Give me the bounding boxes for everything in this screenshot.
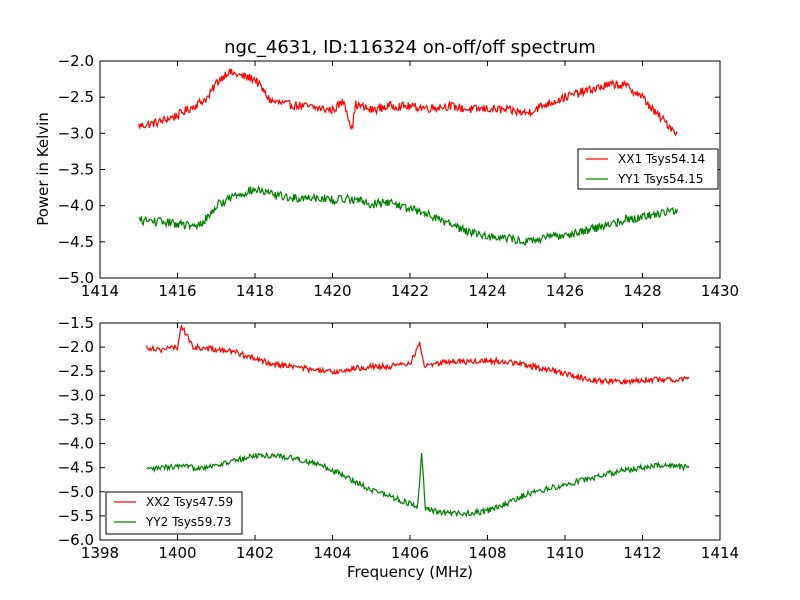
y-tick-label: −6.0 [58,531,94,549]
y-tick-label: −4.5 [58,459,94,477]
top-panel: 1414 1416 1418 1420 1422 1424 1426 1428 1430 −5.0… [58,52,740,300]
chart-title: ngc_4631, ID:116324 on-off/off spectrum [224,37,596,58]
y-tick-label: −4.0 [58,197,94,215]
legend-box [577,148,719,190]
series-line-2-1 [145,325,690,386]
x-tick-label: 1404 [313,544,351,562]
x-tick-label: 1402 [236,544,274,562]
legend-2: XX2 Tsys47.59 YY2 Tsys59.73 [105,491,243,535]
x-tick-label: 1408 [468,544,506,562]
y-tick-label: −5.5 [58,507,94,525]
y-tick-label: −3.5 [58,161,94,179]
x-tick-label: 1416 [158,282,196,300]
x-tick-label: 1426 [546,282,584,300]
x-tick-label: 1410 [546,544,584,562]
series-line-1-1 [138,68,678,137]
y-axis-label: Power in Kelvin [34,112,52,226]
y-tick-label: −4.5 [58,233,94,251]
x-tick-label: 1414 [701,544,739,562]
x-tick-label: 1418 [236,282,274,300]
x-tick-label: 1430 [701,282,739,300]
series-line-2-2 [146,451,690,518]
y-tick-label: −1.5 [58,314,94,332]
x-tick-label: 1420 [313,282,351,300]
series-line-1-2 [138,184,678,246]
y-tick-label: −2.0 [58,52,94,70]
x-axis-label: Frequency (MHz) [347,563,473,581]
legend-entry: YY2 Tsys59.73 [145,515,231,529]
y-tick-label: −3.0 [58,386,94,404]
y-tick-label: −5.0 [58,483,94,501]
y-tick-label: −3.0 [58,124,94,142]
legend-1: XX1 Tsys54.14 YY1 Tsys54.15 [577,148,719,190]
legend-entry: XX1 Tsys54.14 [618,152,705,166]
legend-entry: XX2 Tsys47.59 [146,495,233,509]
y-tick-label: −4.0 [58,435,94,453]
x-tick-label: 1414 [81,282,119,300]
bottom-panel: 1398 1400 1402 1404 1406 1408 1410 1412 1414 −6.0… [58,314,740,562]
x-tick-label: 1400 [158,544,196,562]
x-tick-label: 1422 [391,282,429,300]
x-tick-label: 1398 [81,544,119,562]
legend-box [105,491,243,535]
y-tick-label: −2.0 [58,338,94,356]
y-tick-label: −5.0 [58,269,94,287]
x-tick-label: 1428 [623,282,661,300]
y-tick-label: −2.5 [58,88,94,106]
x-tick-label: 1424 [468,282,506,300]
legend-entry: YY1 Tsys54.15 [617,172,703,186]
y-tick-label: −2.5 [58,362,94,380]
y-tick-label: −3.5 [58,410,94,428]
x-tick-label: 1406 [391,544,429,562]
x-tick-label: 1412 [623,544,661,562]
